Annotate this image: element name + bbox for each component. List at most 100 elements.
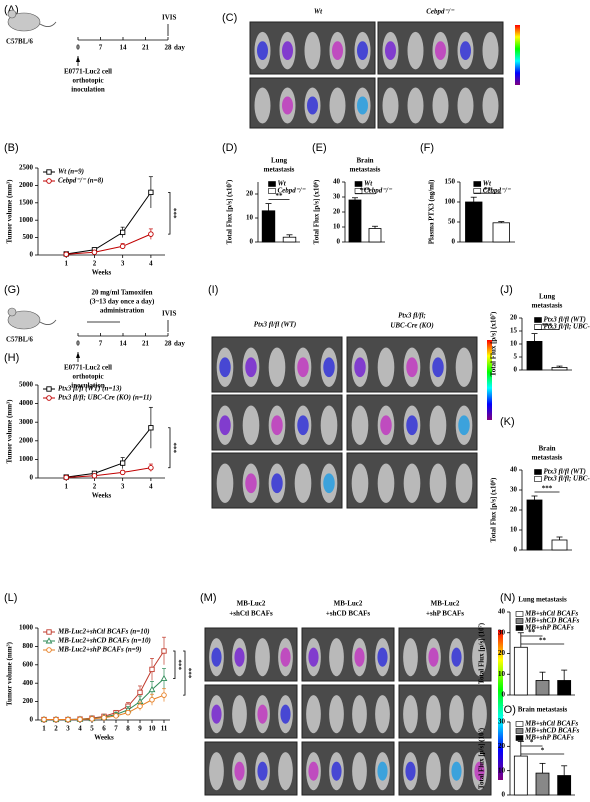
y-tick-label: 500 [23, 233, 34, 241]
significance: *** [174, 660, 182, 671]
legend-label: Ptx3 fl/fl (WT) [544, 316, 586, 324]
signal [297, 357, 309, 378]
marker [148, 465, 154, 471]
chart-title: Brain metastasis [518, 706, 568, 714]
group-label: +shCtl BCAFs [229, 610, 273, 618]
legend-label: MB+shCtl BCAFs [524, 610, 578, 618]
x-tick-label: 1 [64, 260, 68, 268]
group-label: MB-Luc2 [237, 600, 266, 608]
y-axis-label: Total Flux [p/s] (x10⁶) [313, 179, 321, 244]
y-tick-label: 20 [498, 649, 506, 657]
legend-label: Wt [278, 180, 287, 188]
timeline-label: 28 [165, 340, 173, 348]
legend-label: Wt [483, 180, 492, 188]
significance: ** [276, 192, 284, 200]
y-axis-label: Plasma PTX3 (ng/ml) [428, 179, 436, 244]
signal [357, 41, 368, 60]
timeline-label: 7 [99, 340, 103, 348]
treatment-text: 20 mg/ml Tamoxifen [91, 289, 152, 297]
timeline-label: 21 [142, 44, 150, 52]
x-tick-label: 4 [78, 725, 82, 733]
legend-swatch [534, 476, 542, 482]
panel-label: (B) [4, 142, 19, 154]
group-label: Ptx3 fl/fl (WT) [254, 321, 296, 329]
significance: *** [169, 208, 177, 219]
legend-swatch [515, 721, 524, 727]
y-tick-label: 0 [514, 546, 518, 554]
legend-label: Cebpd⁻/⁻ [483, 187, 512, 195]
signal [308, 761, 319, 781]
colorbar [487, 340, 492, 420]
legend-swatch [534, 324, 542, 330]
x-tick-label: 4 [149, 260, 153, 268]
legend-label: Wt [364, 180, 373, 188]
y-tick-label: 200 [23, 697, 34, 705]
mouse-image [382, 87, 399, 124]
panel-label: (M) [200, 592, 217, 604]
y-tick-label: 10 [498, 766, 506, 774]
x-axis-label: Weeks [92, 269, 112, 277]
significance: *** [169, 443, 177, 454]
y-axis-label: Total Flux [p/s] (x10⁷) [226, 179, 234, 244]
marker [46, 395, 52, 401]
y-tick-label: 5 [514, 353, 518, 361]
y-axis-label: Total Flux [p/s] (x10⁶) [490, 477, 498, 542]
y-tick-label: 10 [498, 670, 506, 678]
chart-title: Lung [539, 293, 555, 301]
bar [261, 210, 276, 243]
legend-label: Ptx3 fl/fl; UBC-Cre (KO) [544, 323, 590, 331]
signal [323, 357, 335, 378]
signal [282, 96, 293, 115]
mouse-image [455, 463, 473, 504]
legend-label: Cebpd⁻/⁻ [278, 187, 307, 195]
marker [149, 666, 155, 673]
mouse-image [351, 463, 369, 504]
series-line [66, 192, 152, 255]
x-tick-label: 4 [149, 483, 153, 491]
marker [119, 469, 126, 476]
y-tick-label: 0 [452, 238, 456, 246]
chart-title: metastasis [264, 166, 295, 174]
y-tick-label: 10 [510, 526, 518, 534]
x-tick-label: 2 [93, 260, 97, 268]
mouse-image [268, 347, 286, 388]
legend-swatch [473, 181, 482, 187]
marker [148, 231, 154, 237]
signal [405, 761, 416, 781]
colorbar [498, 630, 503, 780]
chart-title: Brain [538, 445, 555, 453]
y-tick-label: 10 [333, 223, 341, 231]
x-tick-label: 8 [126, 725, 130, 733]
y-tick-label: 20 [510, 314, 518, 322]
mouse-image [320, 405, 338, 446]
mouse-image [329, 695, 344, 734]
marker [46, 169, 52, 175]
mouse-image [377, 347, 395, 388]
y-tick-label: 2500 [19, 164, 34, 172]
signal [377, 647, 388, 667]
significance: * [541, 747, 545, 755]
y-axis-label: Total Flux [p/s] (x10⁷) [490, 311, 498, 376]
mouse-image [407, 87, 424, 124]
mouse-image [403, 463, 421, 504]
mouse-image [429, 405, 447, 446]
legend-label: Wt (n=9) [58, 168, 84, 176]
y-tick-label: 3000 [19, 418, 34, 426]
legend-swatch [515, 735, 524, 741]
significance-bracket [168, 191, 171, 235]
significance: ** [484, 186, 492, 194]
signal [219, 357, 231, 378]
series-line [44, 678, 165, 721]
mouse-image [432, 87, 449, 124]
bar [282, 236, 297, 243]
legend-label: MB+shCtl BCAFs [524, 720, 578, 728]
bar [348, 199, 362, 243]
inoculation-text: orthotopic [72, 373, 103, 381]
marker [46, 386, 52, 392]
x-tick-label: 3 [121, 483, 125, 491]
y-tick-label: 1000 [19, 624, 34, 632]
strain: C57BL/6 [6, 38, 33, 46]
x-tick-label: 9 [138, 725, 142, 733]
y-tick-label: 30 [498, 628, 506, 636]
treatment-text: administration [100, 307, 144, 315]
